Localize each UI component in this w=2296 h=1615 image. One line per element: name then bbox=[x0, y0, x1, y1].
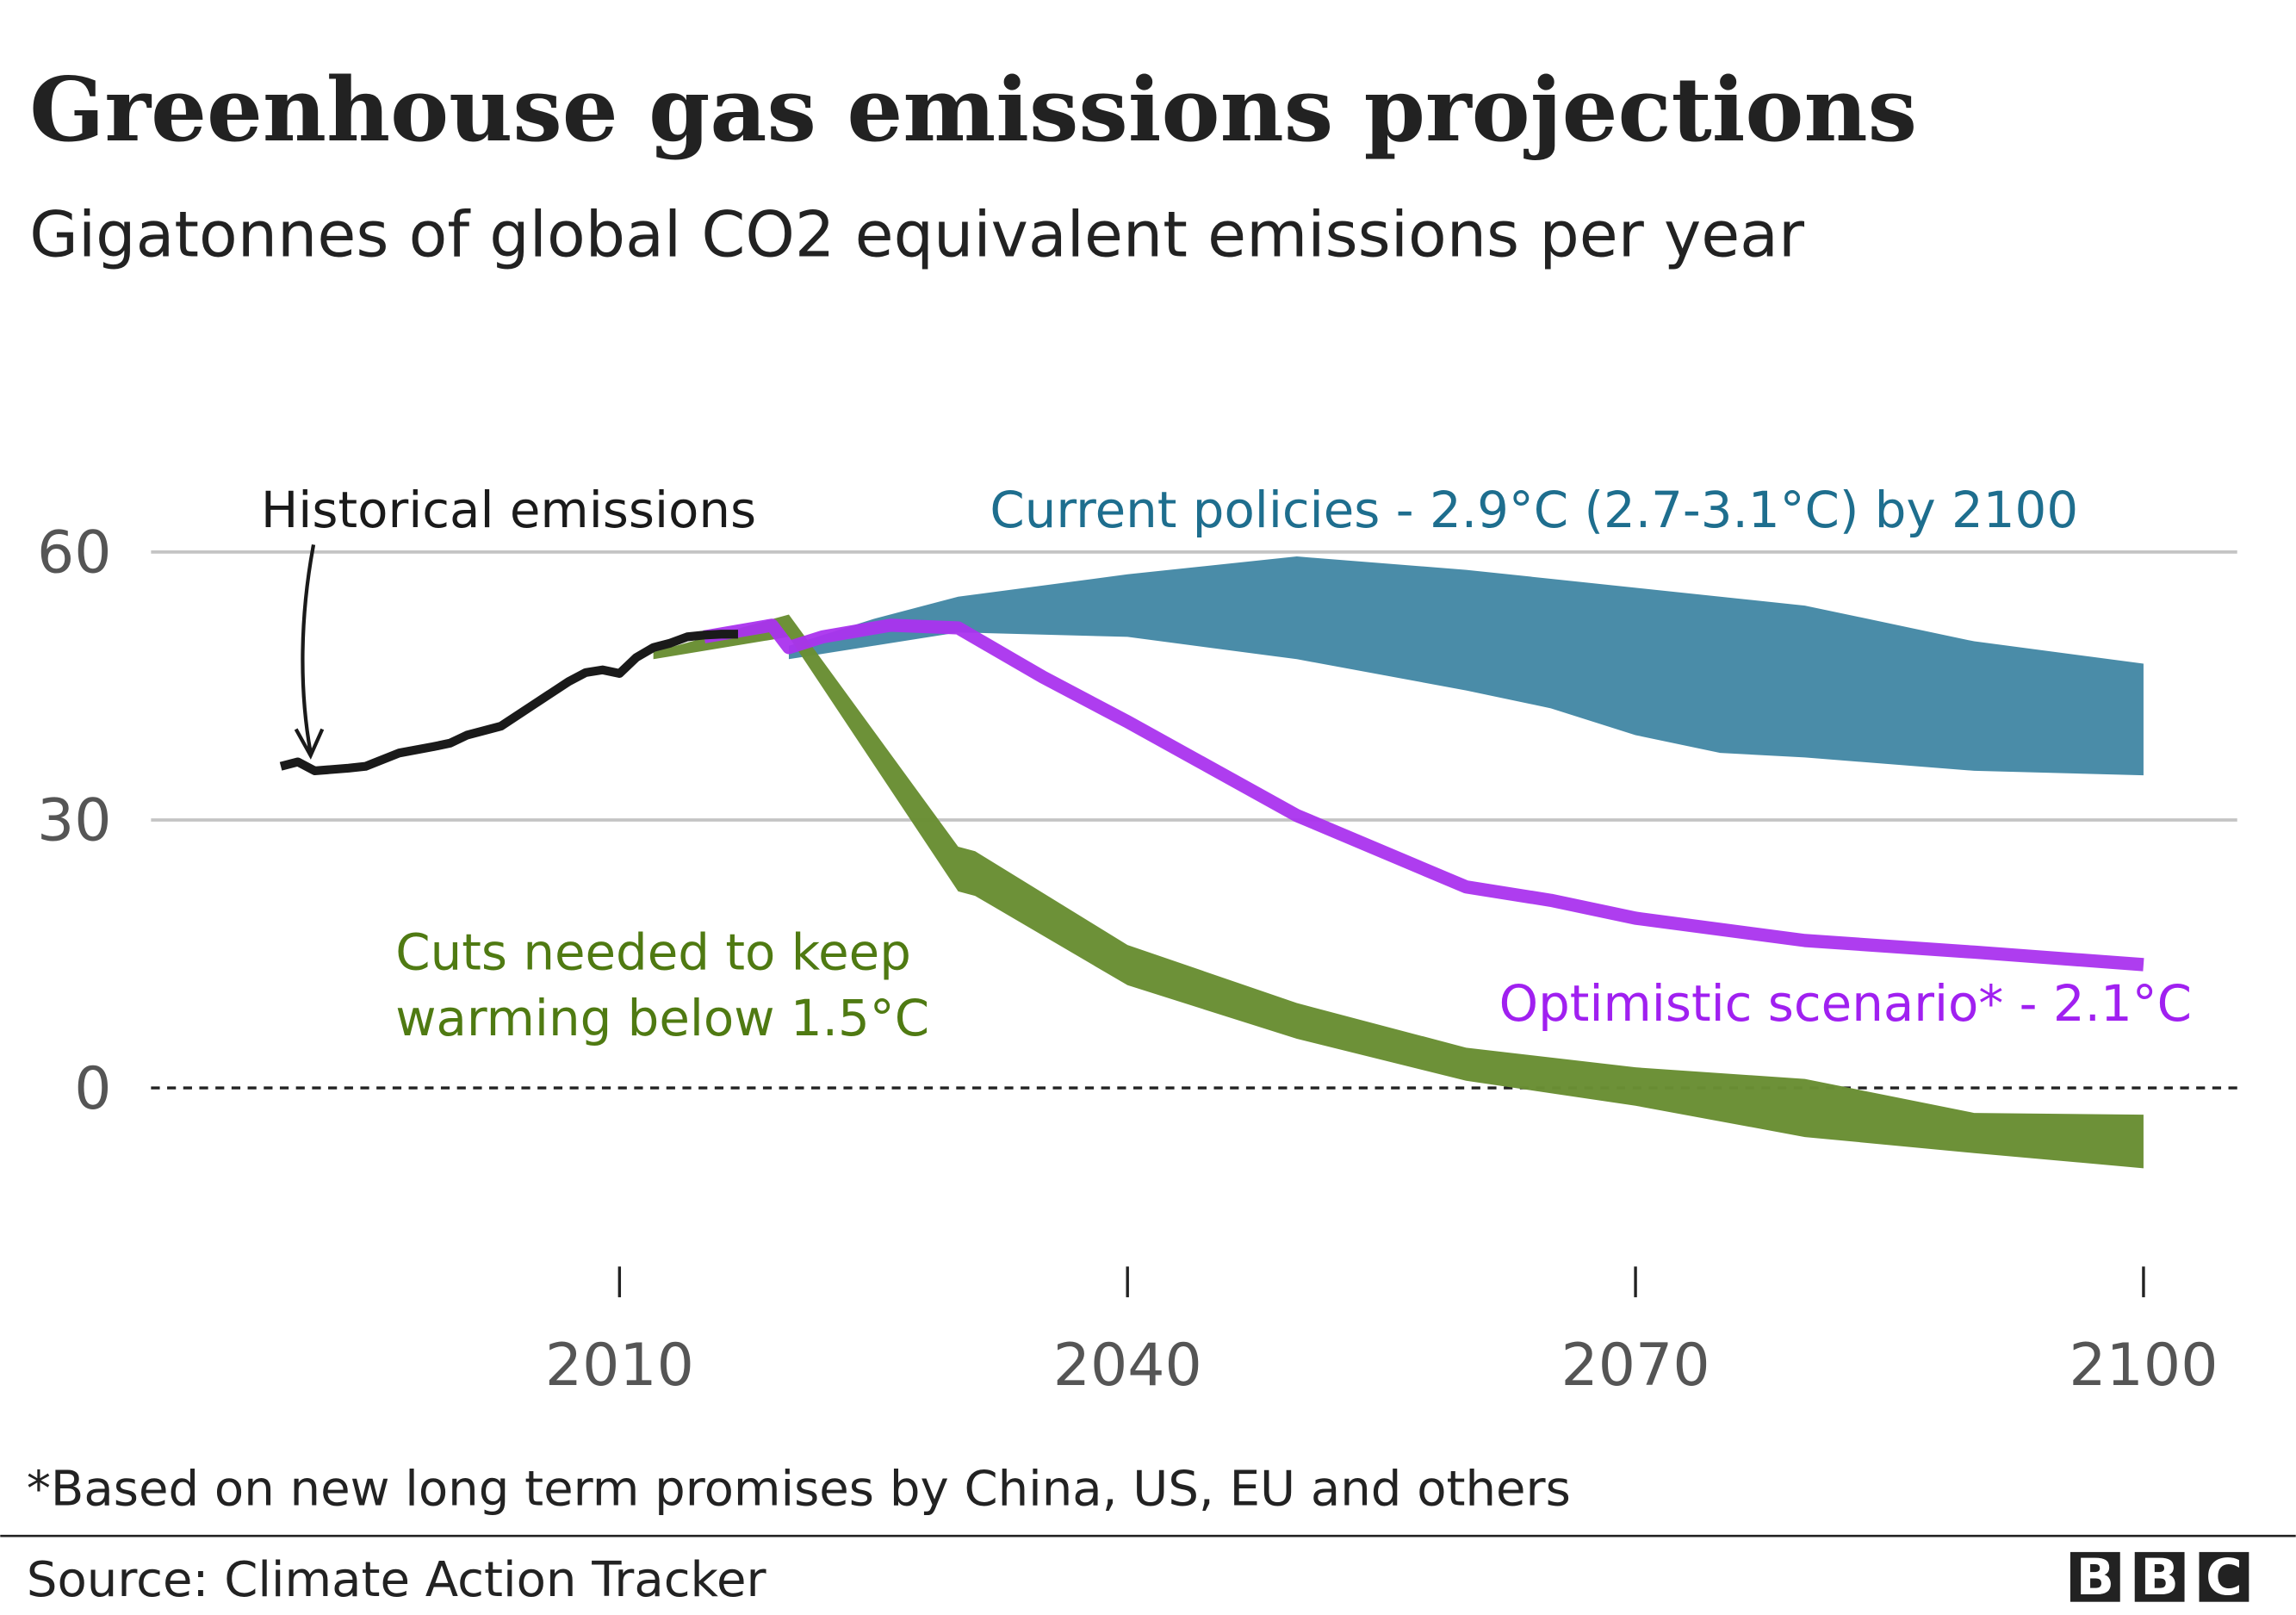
y-tick-label: 0 bbox=[74, 1055, 111, 1123]
historical-label: Historical emissions bbox=[261, 481, 756, 539]
chart-subtitle: Gigatonnes of global CO2 equivalent emis… bbox=[29, 198, 1805, 271]
y-tick-label: 60 bbox=[37, 519, 112, 587]
footnote: *Based on new long term promises by Chin… bbox=[27, 1462, 1571, 1518]
x-tick-label: 2100 bbox=[2069, 1332, 2218, 1400]
x-tick-label: 2040 bbox=[1053, 1332, 1202, 1400]
gridlines bbox=[151, 550, 2237, 1298]
x-axis: 2010 2040 2070 2100 bbox=[545, 1332, 2218, 1400]
source: Source: Climate Action Tracker bbox=[27, 1552, 767, 1608]
current-policies-label: Current policies - 2.9°C (2.7-3.1°C) by … bbox=[990, 481, 2078, 539]
y-tick-label: 30 bbox=[37, 787, 112, 855]
historical-emissions-line bbox=[279, 630, 738, 776]
arrow-icon bbox=[294, 544, 325, 760]
x-tick-label: 2070 bbox=[1561, 1332, 1710, 1400]
current-policies-band bbox=[788, 556, 2144, 776]
cuts-needed-band bbox=[653, 614, 2144, 1169]
bbc-logo-letter: C bbox=[2206, 1548, 2242, 1606]
optimistic-scenario-line bbox=[703, 618, 2144, 972]
series-layer bbox=[279, 556, 2144, 1169]
y-axis: 60 30 0 bbox=[37, 519, 112, 1123]
chart-title: Greenhouse gas emissions projections bbox=[29, 59, 1917, 162]
bbc-logo-letter: B bbox=[2076, 1548, 2114, 1606]
x-tick-label: 2010 bbox=[545, 1332, 694, 1400]
cuts-label-line2: warming below 1.5°C bbox=[395, 989, 929, 1047]
optimistic-label: Optimistic scenario* - 2.1°C bbox=[1499, 974, 2192, 1033]
cuts-label-line1: Cuts needed to keep bbox=[395, 922, 911, 981]
bbc-logo-letter: B bbox=[2141, 1548, 2179, 1606]
